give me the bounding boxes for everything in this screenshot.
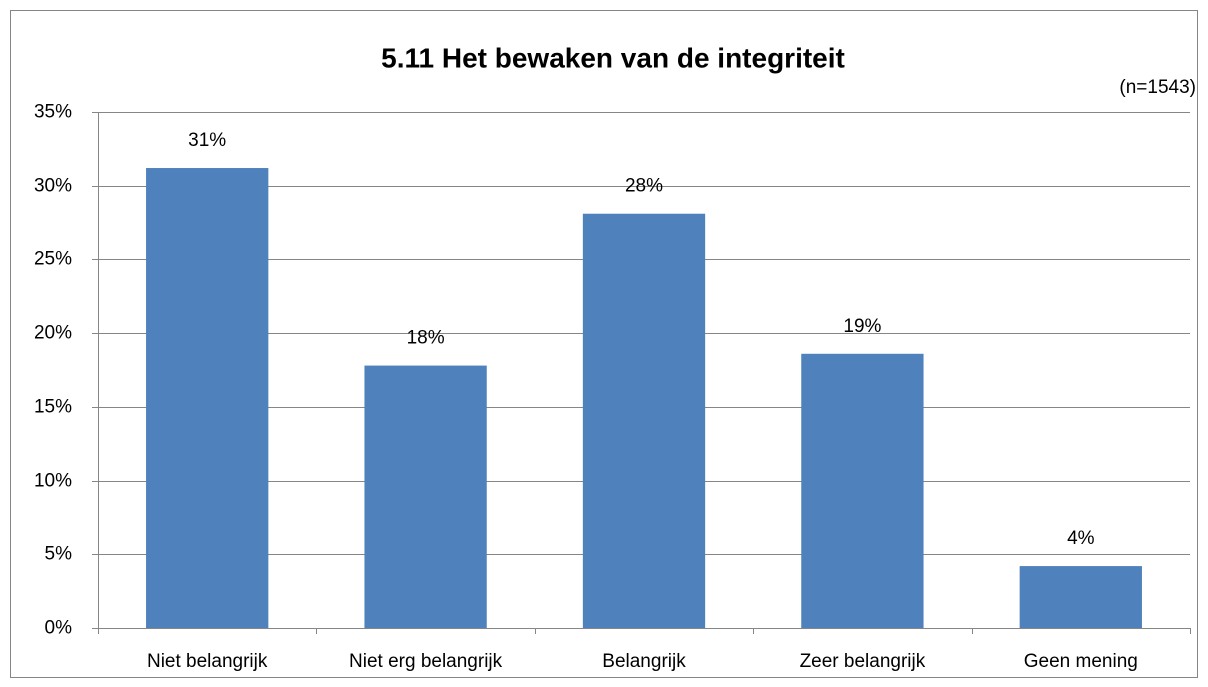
data-label: 31% — [188, 130, 226, 151]
x-tick-label: Niet erg belangrijk — [349, 651, 503, 672]
data-label: 18% — [407, 328, 445, 349]
y-tick-label: 25% — [34, 249, 72, 270]
y-tick-label: 35% — [34, 102, 72, 123]
bar — [1019, 566, 1142, 628]
bar — [801, 353, 924, 628]
y-tick-label: 15% — [34, 397, 72, 418]
bar — [364, 365, 487, 628]
x-tick-label: Zeer belangrijk — [800, 651, 926, 672]
chart-subtitle: (n=1543) — [1119, 77, 1196, 98]
data-label: 28% — [625, 176, 663, 197]
bar — [582, 213, 706, 628]
data-label: 4% — [1067, 528, 1095, 549]
y-tick-label: 5% — [45, 544, 73, 565]
x-tick-label: Geen mening — [1024, 651, 1138, 672]
data-label: 19% — [843, 316, 881, 337]
chart-title: 5.11 Het bewaken van de integriteit — [381, 42, 845, 73]
y-tick-label: 10% — [34, 471, 72, 492]
y-tick-label: 30% — [34, 176, 72, 197]
y-tick-label: 0% — [45, 618, 73, 639]
bar — [146, 168, 269, 628]
x-tick-label: Niet belangrijk — [147, 651, 268, 672]
x-tick-label: Belangrijk — [602, 651, 686, 672]
y-tick-label: 20% — [34, 323, 72, 344]
